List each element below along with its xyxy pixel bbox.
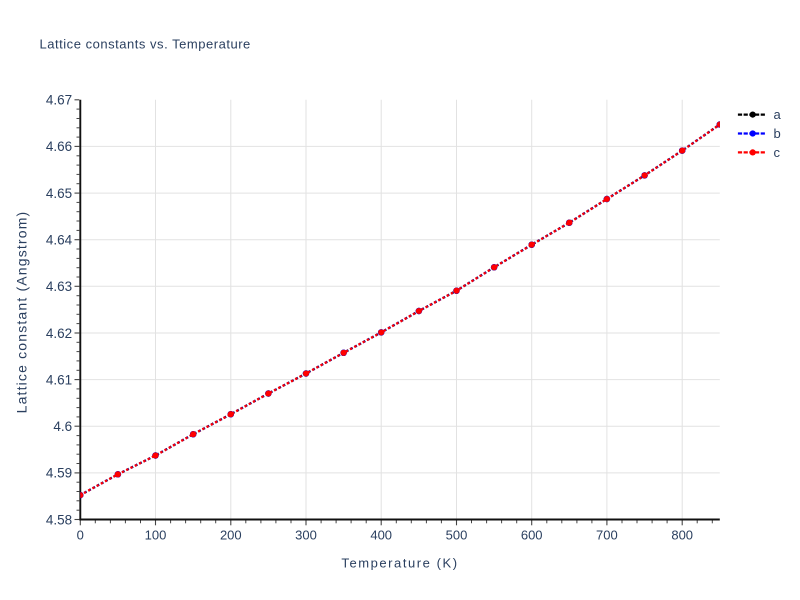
svg-text:800: 800 — [671, 528, 693, 543]
svg-text:4.58: 4.58 — [46, 512, 72, 527]
svg-text:Temperature (K): Temperature (K) — [341, 555, 458, 570]
svg-text:b: b — [774, 126, 781, 141]
svg-text:4.67: 4.67 — [46, 93, 72, 108]
svg-text:4.65: 4.65 — [46, 186, 72, 201]
svg-text:4.66: 4.66 — [46, 139, 72, 154]
svg-text:300: 300 — [295, 528, 317, 543]
svg-text:400: 400 — [370, 528, 392, 543]
svg-text:Lattice constant (Angstrom): Lattice constant (Angstrom) — [14, 211, 30, 414]
svg-text:4.61: 4.61 — [46, 372, 72, 387]
svg-text:500: 500 — [446, 528, 468, 543]
svg-text:200: 200 — [220, 528, 242, 543]
svg-text:600: 600 — [521, 528, 543, 543]
svg-text:4.59: 4.59 — [46, 466, 72, 481]
svg-text:700: 700 — [596, 528, 618, 543]
svg-text:100: 100 — [145, 528, 167, 543]
svg-text:0: 0 — [77, 528, 84, 543]
svg-text:4.63: 4.63 — [46, 279, 72, 294]
svg-text:4.6: 4.6 — [53, 419, 72, 434]
svg-text:Lattice constants vs. Temperat: Lattice constants vs. Temperature — [40, 36, 251, 51]
svg-text:c: c — [774, 145, 781, 160]
svg-text:4.62: 4.62 — [46, 326, 72, 341]
svg-text:4.64: 4.64 — [46, 233, 73, 248]
svg-text:a: a — [774, 107, 782, 122]
